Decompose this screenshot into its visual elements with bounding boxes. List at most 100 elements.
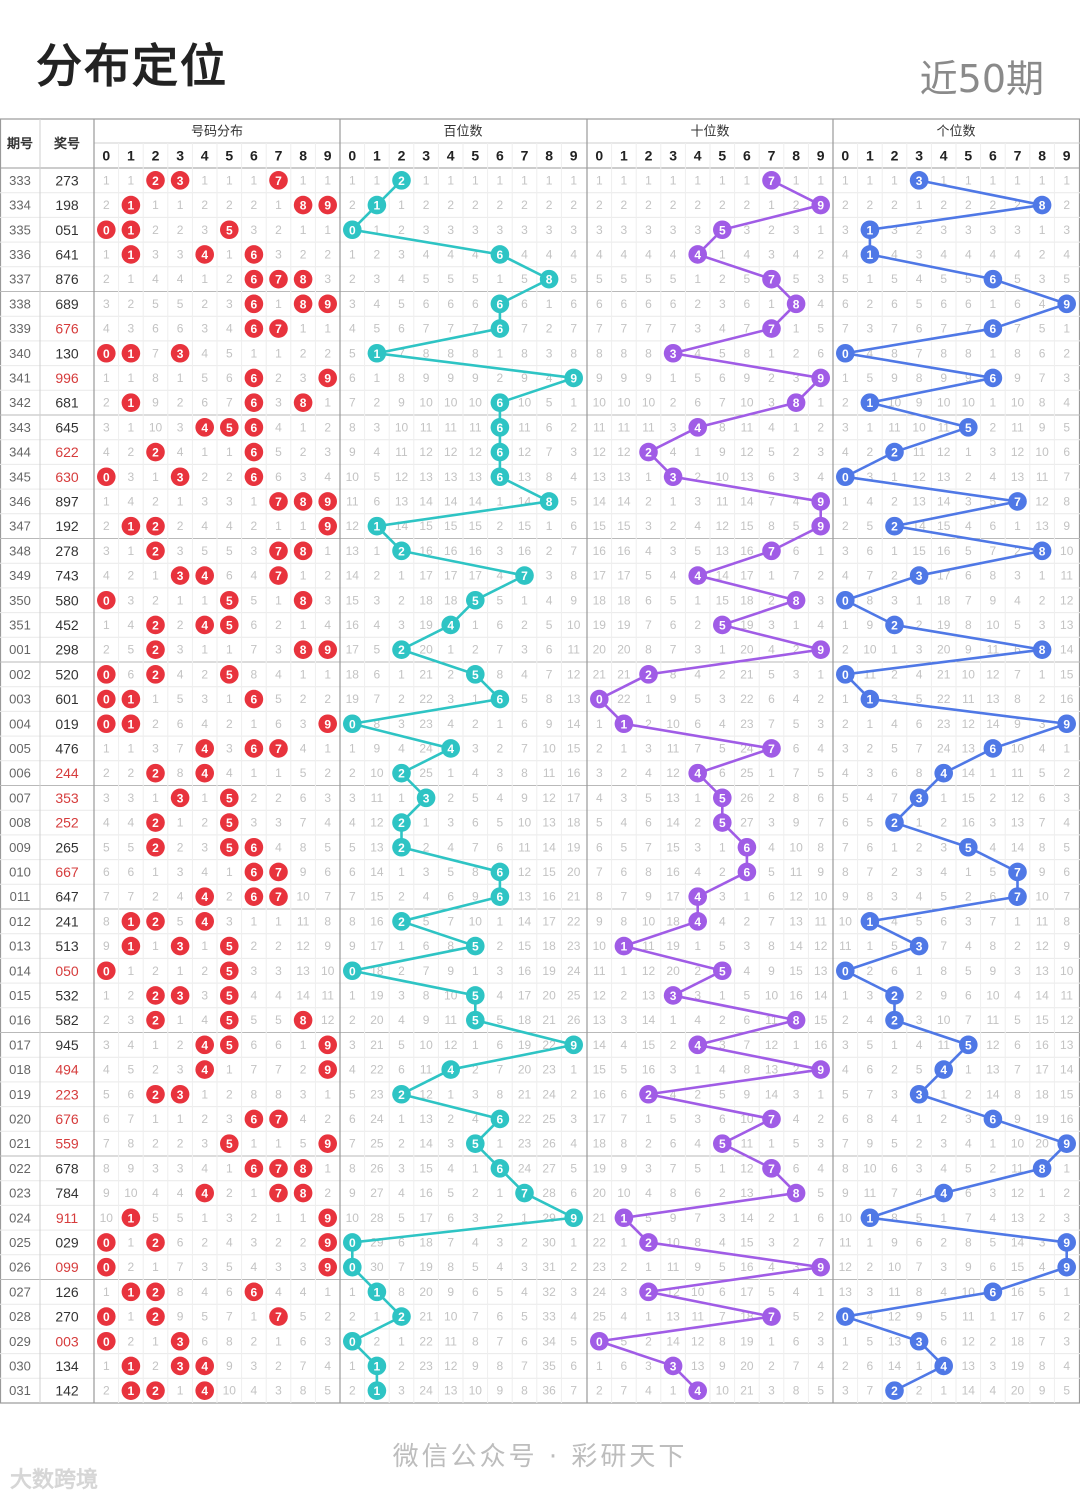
omission-value: 12: [1035, 939, 1049, 953]
issue-label: 016: [9, 1013, 31, 1028]
dist-ball: [195, 739, 214, 758]
omission-value: 15: [617, 519, 631, 533]
omission-value: 1: [645, 692, 652, 706]
omission-value: 6: [103, 865, 110, 879]
omission-value: 2: [867, 297, 874, 311]
omission-value: 2: [201, 964, 208, 978]
omission-value: 22: [518, 1112, 532, 1126]
position-ball: [713, 220, 732, 240]
number-label: 580: [55, 592, 79, 608]
dist-ball: [170, 1356, 190, 1376]
dist-ball: [244, 294, 264, 314]
position-ball: [639, 665, 658, 684]
omission-value: 3: [447, 1137, 454, 1151]
dist-ball-label: 9: [324, 717, 331, 731]
omission-value: 2: [349, 766, 356, 780]
omission-value: 7: [817, 816, 824, 830]
omission-value: 2: [570, 420, 577, 434]
position-ball: [490, 1109, 510, 1129]
omission-value: 12: [740, 1161, 754, 1175]
position-ball-label: 9: [1063, 1236, 1070, 1250]
position-ball-label: 7: [521, 569, 528, 583]
dist-ball: [293, 1159, 313, 1178]
omission-value: 3: [990, 445, 997, 459]
omission-value: 21: [937, 667, 951, 681]
omission-value: 8: [965, 1235, 972, 1249]
omission-value: 1: [275, 1334, 282, 1348]
dist-ball-label: 4: [201, 1359, 208, 1373]
omission-value: 2: [398, 593, 405, 607]
omission-value: 4: [842, 247, 849, 261]
position-ball-label: 6: [497, 421, 504, 435]
omission-value: 9: [621, 371, 628, 385]
omission-value: 4: [497, 988, 504, 1002]
omission-value: 1: [152, 865, 159, 879]
omission-value: 7: [1014, 667, 1021, 681]
omission-value: 4: [965, 247, 972, 261]
omission-value: 2: [275, 371, 282, 385]
omission-value: 4: [719, 322, 726, 336]
number-label: 050: [55, 963, 79, 979]
position-ball: [441, 1060, 461, 1079]
omission-value: 15: [419, 1161, 433, 1175]
omission-value: 1: [201, 173, 208, 187]
omission-value: 4: [891, 914, 898, 928]
issue-label: 350: [9, 593, 31, 608]
dist-ball: [195, 1183, 214, 1203]
omission-value: 13: [986, 692, 1000, 706]
position-ball: [811, 492, 830, 511]
omission-value: 7: [842, 840, 849, 854]
omission-value: 10: [444, 1310, 458, 1324]
omission-value: 1: [521, 173, 528, 187]
omission-value: 3: [497, 1235, 504, 1249]
omission-value: 1: [447, 643, 454, 657]
dist-ball-label: 3: [177, 174, 184, 188]
dist-ball-label: 0: [103, 668, 110, 682]
omission-value: 18: [567, 816, 581, 830]
omission-value: 4: [447, 247, 454, 261]
position-ball-label: 0: [349, 1236, 356, 1250]
omission-value: 13: [888, 1334, 902, 1348]
number-label: 134: [55, 1358, 79, 1374]
dist-ball: [121, 195, 141, 215]
dist-ball: [121, 936, 141, 956]
position-ball-label: 4: [694, 1384, 701, 1398]
dist-ball-label: 6: [251, 273, 258, 287]
period-range-label[interactable]: 近50期: [919, 57, 1044, 101]
omission-value: 3: [201, 1260, 208, 1274]
position-ball: [490, 393, 510, 412]
omission-value: 5: [177, 914, 184, 928]
dist-ball: [121, 1282, 141, 1302]
dist-ball: [220, 986, 239, 1005]
omission-value: 4: [891, 717, 898, 731]
omission-value: 1: [201, 939, 208, 953]
omission-value: 4: [177, 445, 184, 459]
omission-value: 13: [765, 1063, 779, 1077]
omission-value: 1: [891, 1038, 898, 1052]
position-ball-label: 2: [398, 643, 405, 657]
omission-value: 15: [1060, 667, 1074, 681]
omission-value: 2: [621, 1260, 628, 1274]
position-ball: [688, 763, 707, 783]
digit-header: 5: [471, 148, 479, 164]
position-ball: [490, 245, 510, 264]
omission-value: 2: [324, 569, 331, 583]
position-ball: [367, 516, 387, 536]
omission-value: 17: [444, 569, 458, 583]
omission-value: 5: [521, 692, 528, 706]
omission-value: 12: [691, 1334, 705, 1348]
omission-value: 3: [694, 840, 701, 854]
omission-value: 5: [251, 593, 258, 607]
omission-value: 11: [1011, 766, 1024, 780]
omission-value: 3: [497, 766, 504, 780]
dist-ball-label: 4: [201, 1063, 208, 1077]
omission-value: 19: [937, 618, 951, 632]
number-label: 494: [55, 1062, 79, 1078]
omission-value: 5: [916, 914, 923, 928]
omission-value: 11: [297, 914, 310, 928]
dist-ball-label: 1: [128, 396, 135, 410]
omission-value: 13: [716, 544, 730, 558]
omission-value: 3: [423, 865, 430, 879]
omission-value: 6: [965, 988, 972, 1002]
dist-ball-label: 8: [300, 297, 307, 311]
